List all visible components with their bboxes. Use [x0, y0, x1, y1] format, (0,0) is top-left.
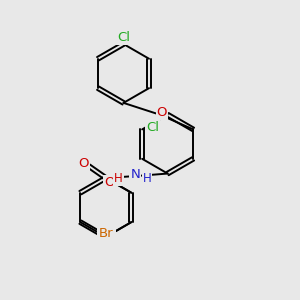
Text: N: N [130, 168, 140, 181]
Text: O: O [104, 176, 114, 189]
Text: O: O [78, 157, 89, 170]
Text: Br: Br [98, 227, 113, 240]
Text: Cl: Cl [117, 31, 130, 44]
Text: H: H [142, 172, 151, 185]
Text: Cl: Cl [146, 122, 159, 134]
Text: O: O [157, 106, 167, 119]
Text: I: I [110, 226, 115, 241]
Text: H: H [114, 172, 123, 184]
